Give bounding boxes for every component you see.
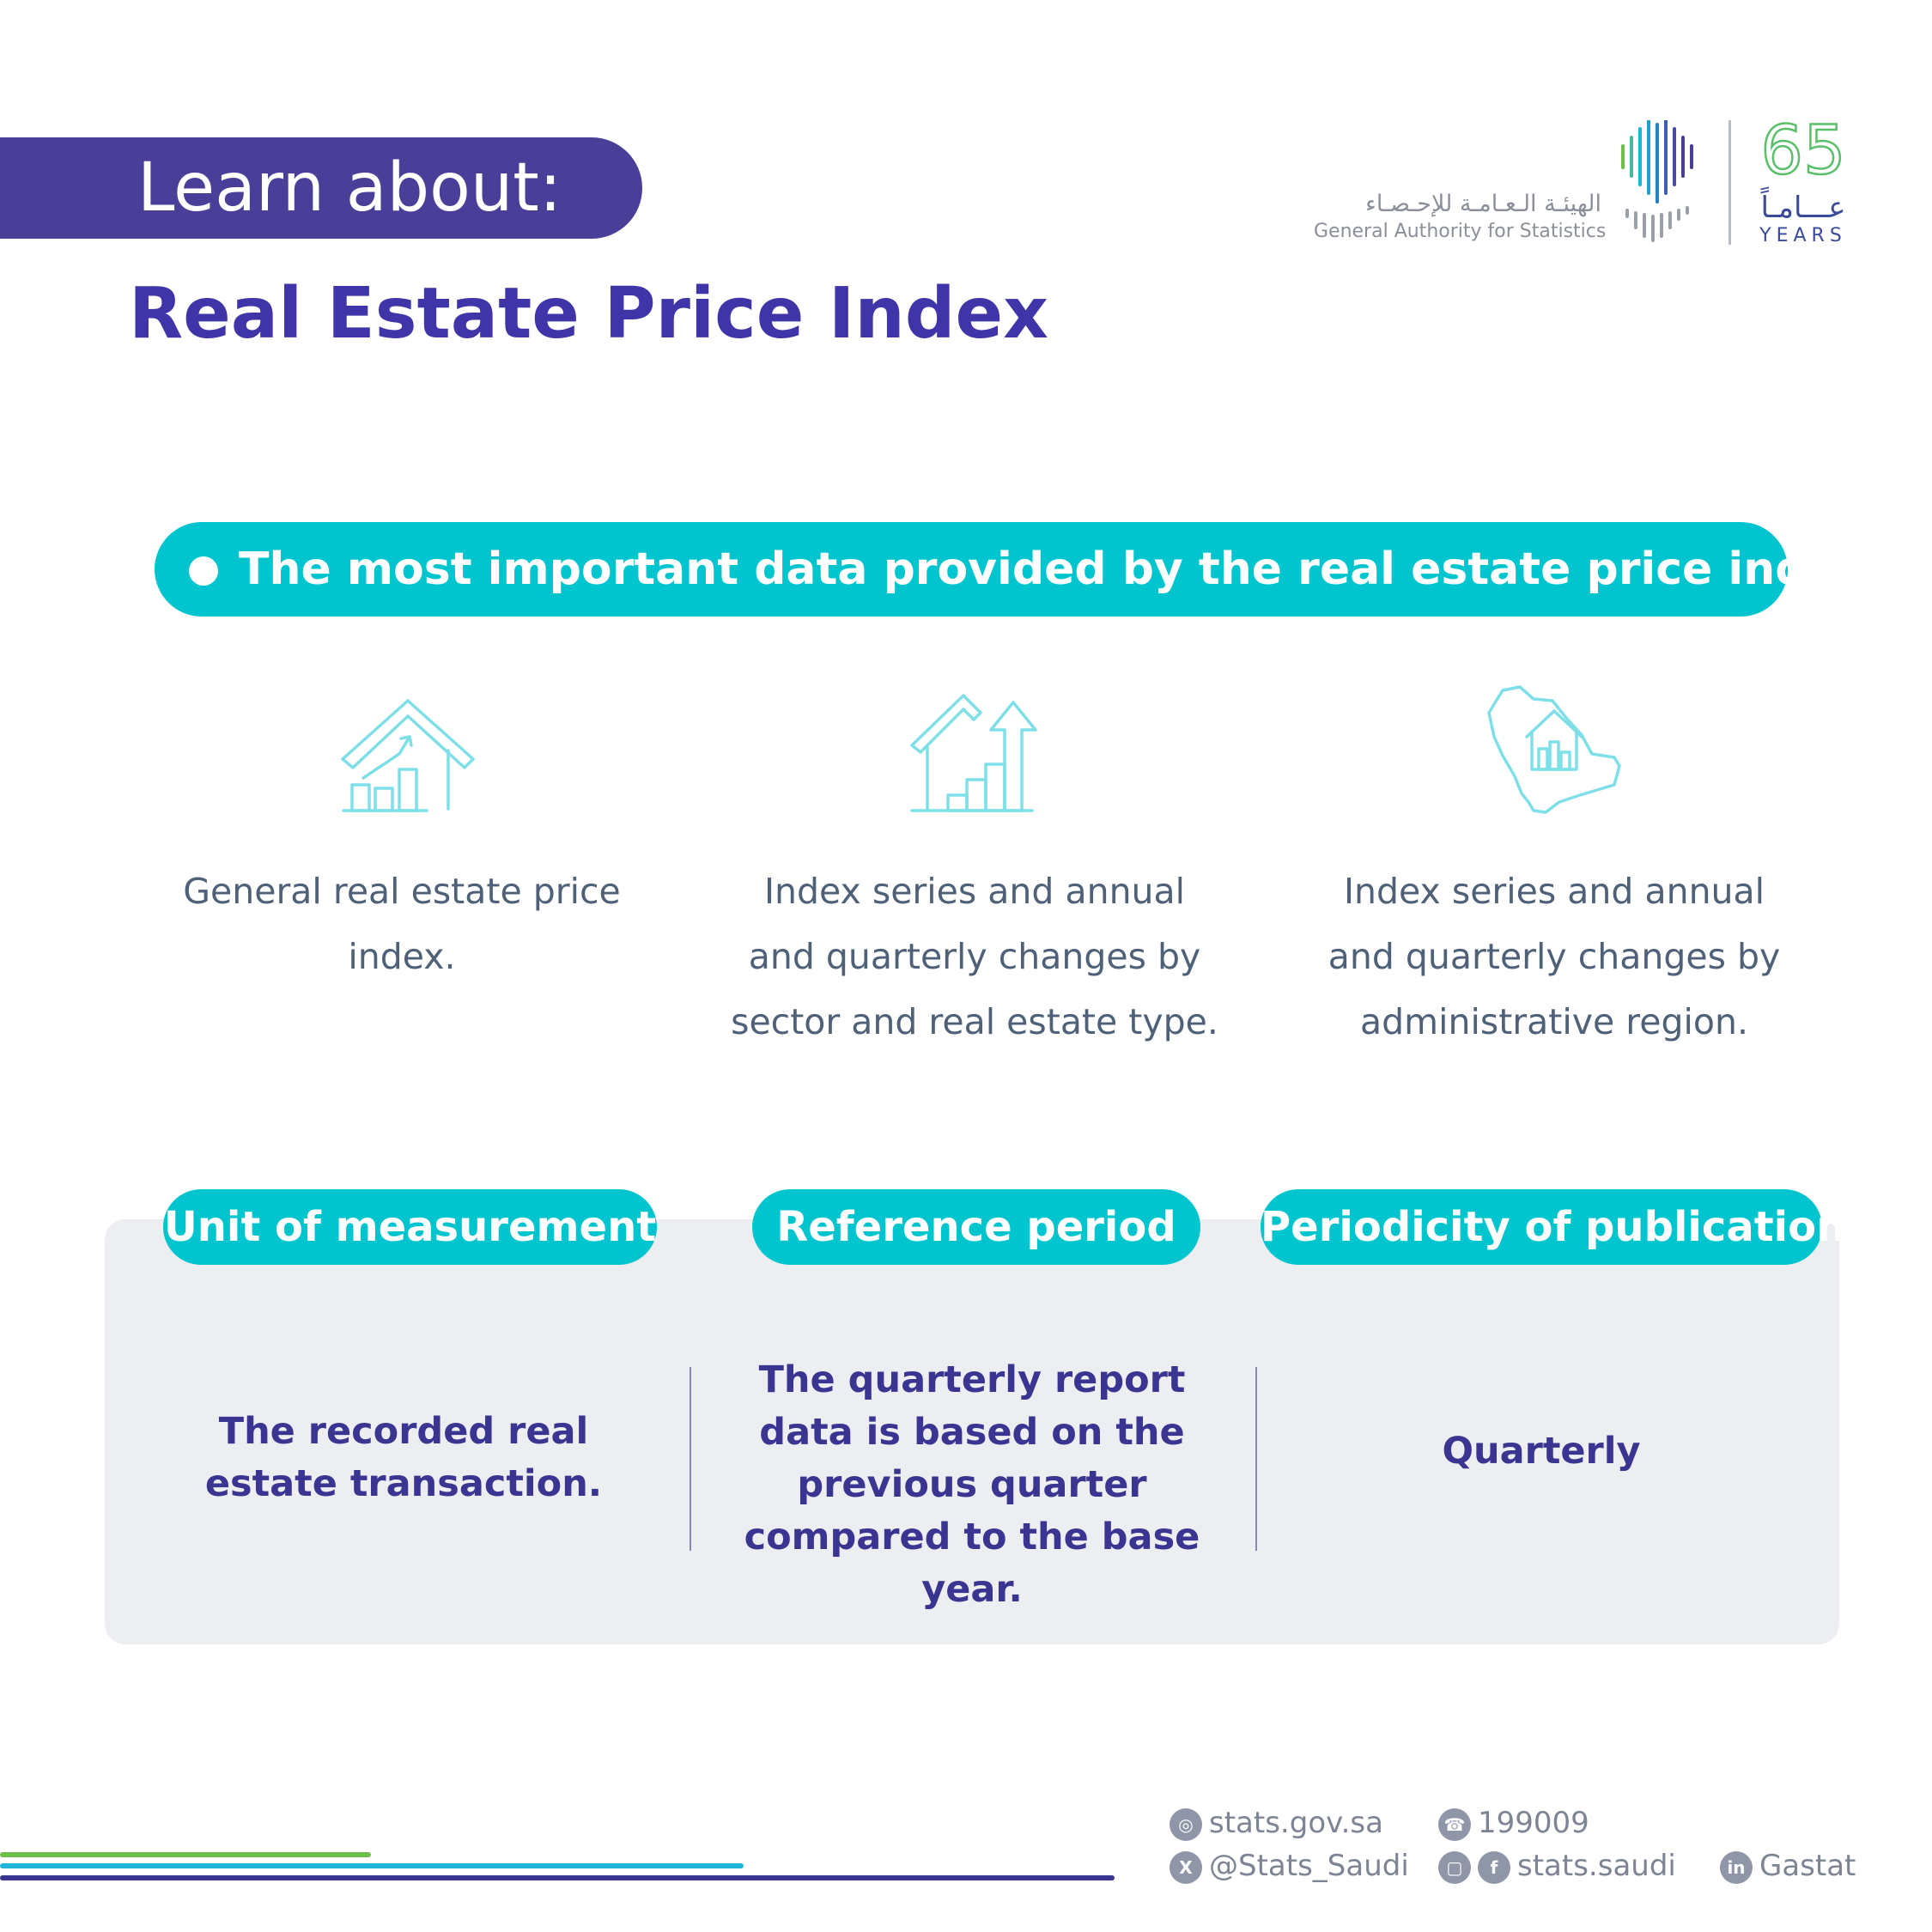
anniversary-number: 65 [1759, 120, 1847, 180]
house-chart-icon [341, 699, 475, 812]
instagram-icon: ▢ [1438, 1850, 1471, 1884]
anniversary-english: YEARS [1759, 225, 1847, 246]
linkedin-link[interactable]: in Gastat [1720, 1844, 1856, 1887]
periodicity-label: Periodicity of publication [1261, 1189, 1845, 1265]
linkedin-icon: in [1720, 1850, 1753, 1884]
social-handle-text: stats.saudi [1517, 1849, 1676, 1883]
logo-divider [1728, 120, 1731, 245]
column-divider [1255, 1367, 1257, 1551]
reference-period-value: The quarterly report data is based on th… [744, 1358, 1200, 1611]
website-text: stats.gov.sa [1209, 1806, 1383, 1840]
anniversary-arabic: عـــامـاً [1760, 191, 1846, 225]
gastat-logo-icon [1621, 120, 1693, 242]
learn-about-banner [0, 137, 642, 239]
logo-arabic-name: الهيئـة الـعـامـة للإحـصـاء [1365, 191, 1601, 217]
logo-english-name: General Authority for Statistics [1314, 221, 1607, 242]
page-title: Real Estate Price Index [129, 273, 1048, 355]
website-link[interactable]: ◎ stats.gov.sa [1170, 1801, 1383, 1844]
reference-period-label: Reference period [752, 1189, 1200, 1265]
details-panel [105, 1219, 1839, 1644]
phone-link[interactable]: ☎ 199009 [1438, 1801, 1589, 1844]
bullet-dot [189, 556, 218, 586]
learn-about-label: Learn about: [137, 149, 562, 227]
house-growth-arrow-icon [910, 694, 1037, 812]
x-handle-text: @Stats_Saudi [1209, 1849, 1409, 1883]
headline-text: The most important data provided by the … [239, 544, 1932, 595]
svg-text:65: 65 [1760, 120, 1845, 180]
periodicity-value: Quarterly [1442, 1430, 1641, 1473]
x-link[interactable]: X @Stats_Saudi [1170, 1844, 1409, 1887]
headline-pill [155, 522, 1788, 617]
social-link[interactable]: ▢ f stats.saudi [1438, 1844, 1676, 1887]
globe-icon: ◎ [1170, 1807, 1202, 1841]
x-icon: X [1170, 1850, 1202, 1884]
column-divider [690, 1367, 691, 1551]
phone-text: 199009 [1478, 1806, 1589, 1840]
saudi-map-house-icon [1487, 685, 1621, 814]
feature-administrative-region: Index series and annual and quarterly ch… [1327, 871, 1781, 1042]
phone-icon: ☎ [1438, 1807, 1471, 1841]
footer-line-green [0, 1852, 371, 1857]
unit-of-measurement-label: Unit of measurement [163, 1189, 657, 1265]
footer-line-purple [0, 1875, 1115, 1880]
footer-line-blue [0, 1863, 744, 1868]
feature-general-index: General real estate price index. [183, 871, 621, 977]
unit-of-measurement-value: The recorded real estate transaction. [204, 1410, 603, 1505]
linkedin-text: Gastat [1759, 1849, 1856, 1883]
feature-sector-type: Index series and annual and quarterly ch… [731, 871, 1218, 1042]
facebook-icon: f [1478, 1850, 1510, 1884]
